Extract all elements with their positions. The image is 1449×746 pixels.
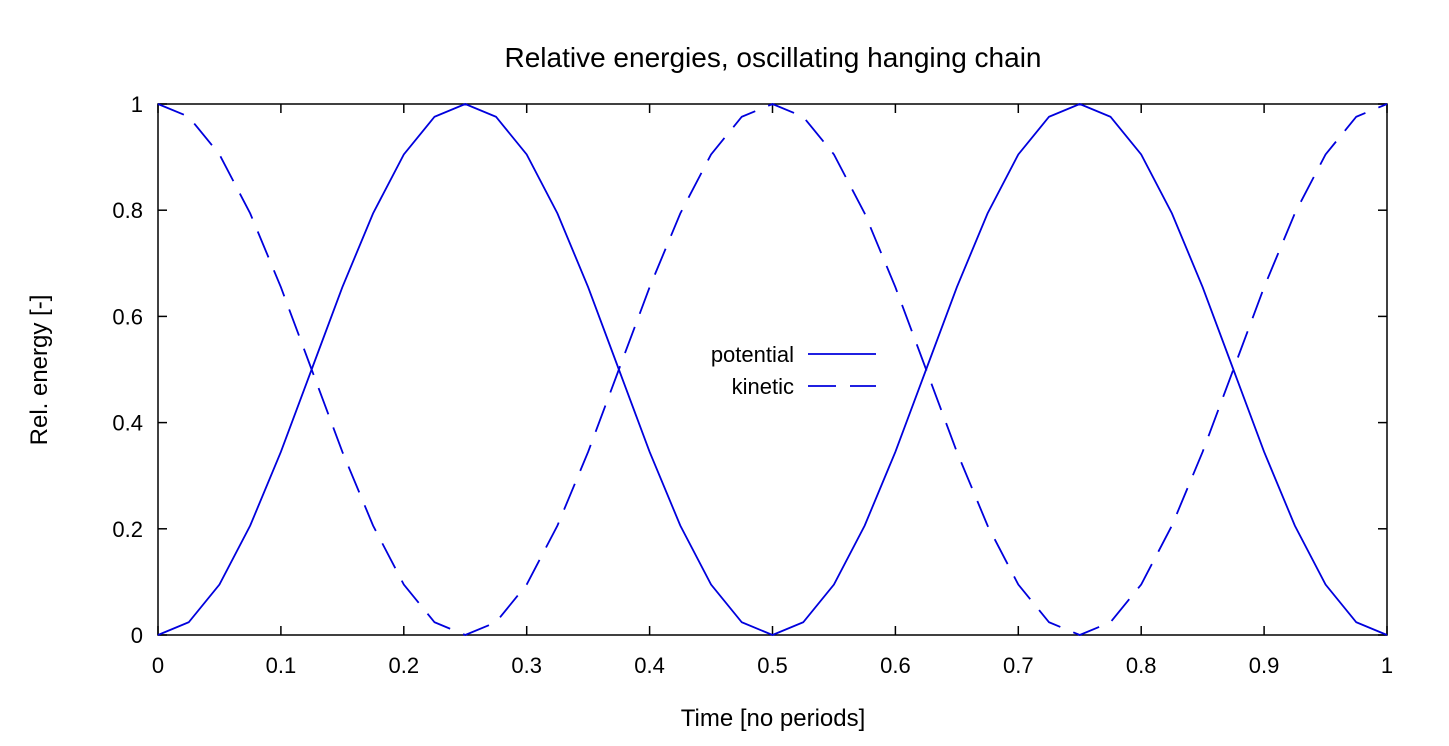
series-line-potential [157, 103, 1388, 636]
plot-frame [157, 103, 1388, 636]
x-tick-label: 0.8 [1126, 653, 1157, 678]
tick-labels: 0 0.1 0.2 0.3 0.4 0.5 0.6 0.7 0.8 0.9 1 0 0.2 0.4 0.6 0… [112, 92, 1393, 678]
legend-label-potential: potential [711, 342, 794, 367]
x-axis-title: Time [no periods] [681, 705, 866, 732]
x-tick-label: 0 [152, 653, 164, 678]
x-tick-label: 0.2 [389, 653, 420, 678]
chart-title: Relative energies, oscillating hanging c… [504, 42, 1041, 73]
y-axis-title: Rel. energy [-] [26, 295, 53, 446]
x-tick-label: 0.5 [757, 653, 788, 678]
legend: potential kinetic [711, 342, 876, 399]
y-tick-label: 0.4 [112, 411, 143, 436]
x-tick-label: 0.7 [1003, 653, 1034, 678]
axis-ticks [157, 103, 1388, 636]
y-tick-label: 1 [131, 92, 143, 117]
y-tick-label: 0.2 [112, 517, 143, 542]
series-line-kinetic [157, 103, 1388, 636]
y-tick-label: 0 [131, 623, 143, 648]
y-tick-label: 0.8 [112, 198, 143, 223]
x-tick-label: 0.1 [266, 653, 297, 678]
x-tick-label: 0.4 [634, 653, 665, 678]
x-tick-label: 0.3 [511, 653, 542, 678]
legend-label-kinetic: kinetic [732, 374, 794, 399]
x-tick-label: 0.6 [880, 653, 911, 678]
x-tick-label: 1 [1381, 653, 1393, 678]
series-layer [157, 103, 1388, 636]
x-tick-label: 0.9 [1249, 653, 1280, 678]
y-tick-label: 0.6 [112, 304, 143, 329]
